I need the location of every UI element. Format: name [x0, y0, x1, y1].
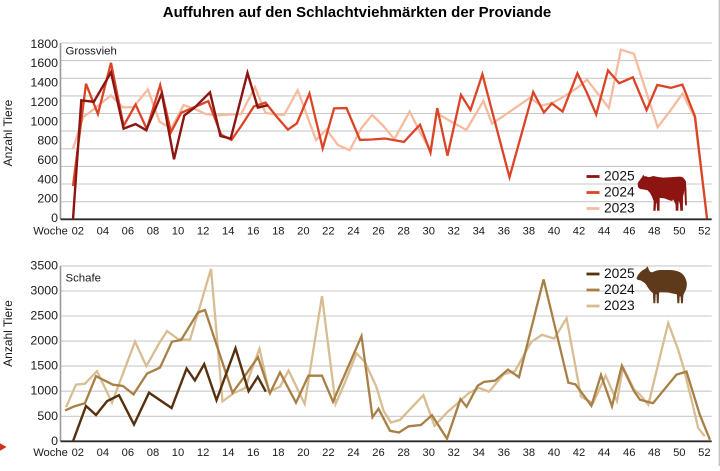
svg-text:3500: 3500 — [30, 258, 58, 272]
svg-text:28: 28 — [397, 225, 409, 237]
svg-text:08: 08 — [147, 225, 159, 237]
svg-text:06: 06 — [122, 447, 134, 459]
svg-text:18: 18 — [272, 225, 284, 237]
svg-text:Anzahl Tiere: Anzahl Tiere — [1, 99, 15, 166]
svg-text:50: 50 — [673, 447, 685, 459]
svg-text:38: 38 — [523, 225, 535, 237]
svg-text:14: 14 — [222, 447, 234, 459]
svg-text:30: 30 — [422, 447, 434, 459]
svg-text:500: 500 — [37, 409, 58, 423]
svg-text:600: 600 — [37, 153, 58, 167]
svg-text:Grossvieh: Grossvieh — [66, 46, 117, 58]
svg-text:12: 12 — [197, 225, 209, 237]
svg-text:30: 30 — [422, 225, 434, 237]
svg-text:1200: 1200 — [30, 95, 58, 109]
svg-text:1000: 1000 — [30, 114, 58, 128]
svg-text:1400: 1400 — [30, 76, 58, 90]
svg-text:0: 0 — [51, 434, 58, 448]
svg-text:22: 22 — [322, 225, 334, 237]
svg-text:14: 14 — [222, 225, 234, 237]
svg-text:200: 200 — [37, 192, 58, 206]
svg-text:32: 32 — [447, 447, 459, 459]
svg-text:16: 16 — [247, 225, 259, 237]
svg-text:26: 26 — [372, 225, 384, 237]
svg-text:24: 24 — [347, 225, 359, 237]
svg-text:06: 06 — [122, 225, 134, 237]
svg-text:40: 40 — [548, 225, 560, 237]
svg-text:1600: 1600 — [30, 56, 58, 70]
svg-text:46: 46 — [623, 447, 635, 459]
svg-text:Woche: Woche — [33, 447, 68, 459]
svg-text:1500: 1500 — [30, 359, 58, 373]
svg-text:16: 16 — [247, 447, 259, 459]
svg-text:1000: 1000 — [30, 384, 58, 398]
svg-text:02: 02 — [72, 447, 84, 459]
svg-text:24: 24 — [347, 447, 359, 459]
svg-text:26: 26 — [372, 447, 384, 459]
svg-text:52: 52 — [698, 225, 710, 237]
svg-text:42: 42 — [573, 225, 585, 237]
svg-text:52: 52 — [698, 447, 710, 459]
svg-text:36: 36 — [498, 447, 510, 459]
svg-text:Schafe: Schafe — [66, 273, 101, 285]
svg-text:20: 20 — [297, 447, 309, 459]
svg-text:44: 44 — [598, 225, 610, 237]
svg-text:2023: 2023 — [604, 298, 635, 313]
svg-text:12: 12 — [197, 447, 209, 459]
svg-text:3000: 3000 — [30, 284, 58, 298]
svg-text:34: 34 — [473, 225, 485, 237]
svg-text:0: 0 — [51, 211, 58, 225]
svg-text:800: 800 — [37, 134, 58, 148]
svg-text:2500: 2500 — [30, 309, 58, 323]
svg-text:Woche: Woche — [33, 225, 68, 237]
svg-text:44: 44 — [598, 447, 610, 459]
svg-text:2024: 2024 — [604, 185, 635, 200]
svg-text:400: 400 — [37, 172, 58, 186]
svg-text:1800: 1800 — [30, 37, 58, 51]
svg-text:2000: 2000 — [30, 334, 58, 348]
svg-text:50: 50 — [673, 225, 685, 237]
svg-text:38: 38 — [523, 447, 535, 459]
svg-text:22: 22 — [322, 447, 334, 459]
svg-text:10: 10 — [172, 447, 184, 459]
svg-text:04: 04 — [97, 225, 109, 237]
svg-text:2025: 2025 — [604, 266, 635, 281]
svg-text:48: 48 — [648, 447, 660, 459]
svg-text:40: 40 — [548, 447, 560, 459]
svg-text:Anzahl Tiere: Anzahl Tiere — [1, 300, 15, 367]
svg-text:34: 34 — [473, 447, 485, 459]
svg-text:04: 04 — [97, 447, 109, 459]
svg-text:2024: 2024 — [604, 282, 635, 297]
svg-text:48: 48 — [648, 225, 660, 237]
svg-text:36: 36 — [498, 225, 510, 237]
svg-text:02: 02 — [72, 225, 84, 237]
svg-text:46: 46 — [623, 225, 635, 237]
svg-text:42: 42 — [573, 447, 585, 459]
svg-text:32: 32 — [447, 225, 459, 237]
svg-text:10: 10 — [172, 225, 184, 237]
svg-text:Auffuhren auf den Schlachtvieh: Auffuhren auf den Schlachtviehmärkten de… — [163, 4, 551, 21]
svg-text:20: 20 — [297, 225, 309, 237]
svg-text:2025: 2025 — [604, 169, 635, 184]
svg-text:18: 18 — [272, 447, 284, 459]
svg-text:28: 28 — [397, 447, 409, 459]
svg-text:08: 08 — [147, 447, 159, 459]
svg-text:2023: 2023 — [604, 201, 635, 216]
